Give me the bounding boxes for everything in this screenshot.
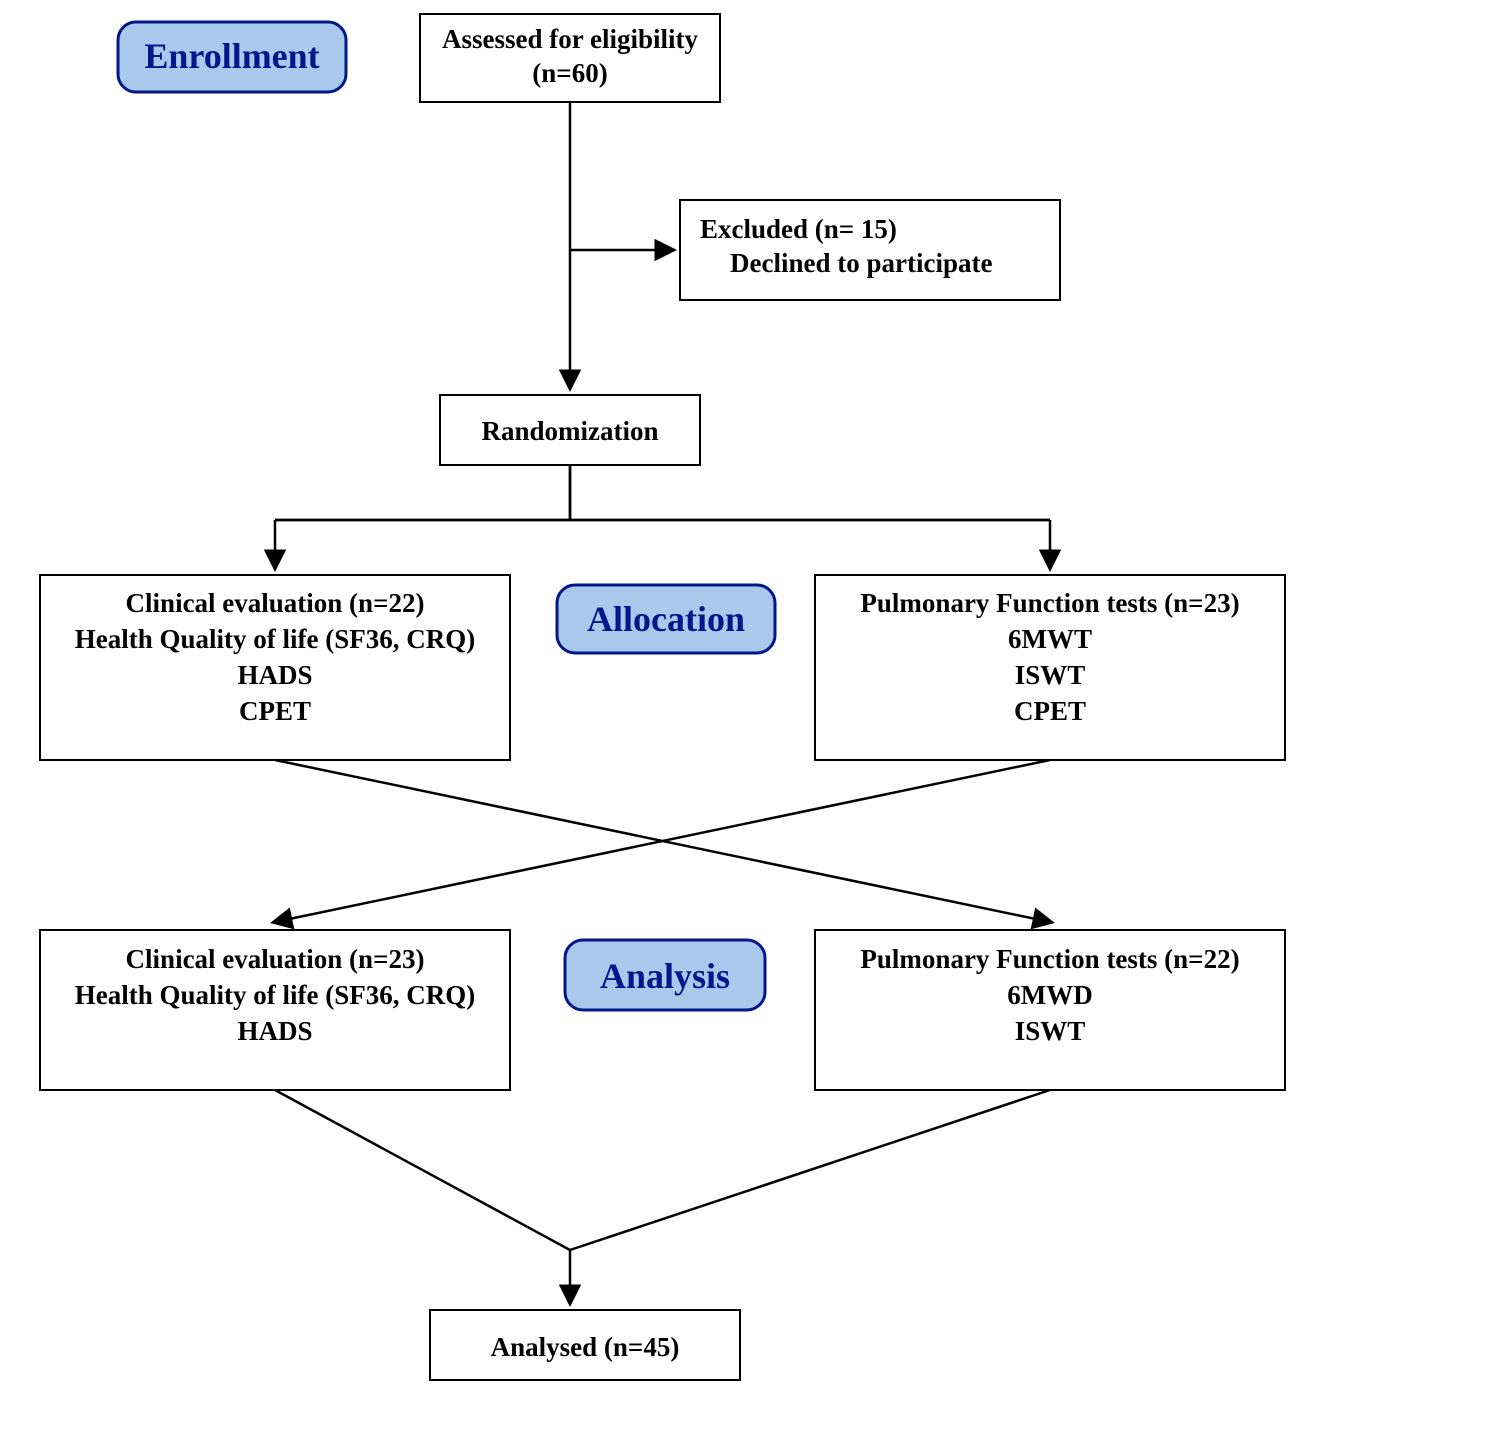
analysed-line1: Analysed (n=45)	[491, 1332, 680, 1362]
excluded-line2: Declined to participate	[730, 248, 992, 278]
alloc-right-line3: ISWT	[1015, 660, 1086, 690]
alloc-right-line1: Pulmonary Function tests (n=23)	[860, 588, 1239, 618]
eligibility-line2: (n=60)	[532, 58, 607, 88]
phase-label-allocation-text: Allocation	[587, 599, 745, 639]
arrow-analysis-right-down	[570, 1090, 1050, 1250]
alloc-left-line3: HADS	[237, 660, 312, 690]
randomization-line1: Randomization	[481, 416, 658, 446]
alloc-left-line4: CPET	[239, 696, 311, 726]
excluded-line1: Excluded (n= 15)	[700, 214, 897, 244]
analysis-left-line1: Clinical evaluation (n=23)	[126, 944, 425, 974]
alloc-right-line2: 6MWT	[1008, 624, 1092, 654]
alloc-right-line4: CPET	[1014, 696, 1086, 726]
analysis-right-line1: Pulmonary Function tests (n=22)	[860, 944, 1239, 974]
analysis-left-line3: HADS	[237, 1016, 312, 1046]
arrow-analysis-left-down	[275, 1090, 570, 1250]
phase-label-analysis-text: Analysis	[600, 956, 730, 996]
arrow-rand-branch	[275, 465, 1050, 520]
analysis-left-line2: Health Quality of life (SF36, CRQ)	[75, 980, 475, 1010]
phase-label-enrollment-text: Enrollment	[144, 36, 319, 76]
eligibility-line1: Assessed for eligibility	[442, 24, 698, 54]
alloc-left-line2: Health Quality of life (SF36, CRQ)	[75, 624, 475, 654]
analysis-right-line3: ISWT	[1015, 1016, 1086, 1046]
alloc-left-line1: Clinical evaluation (n=22)	[126, 588, 425, 618]
analysis-right-line2: 6MWD	[1007, 980, 1092, 1010]
